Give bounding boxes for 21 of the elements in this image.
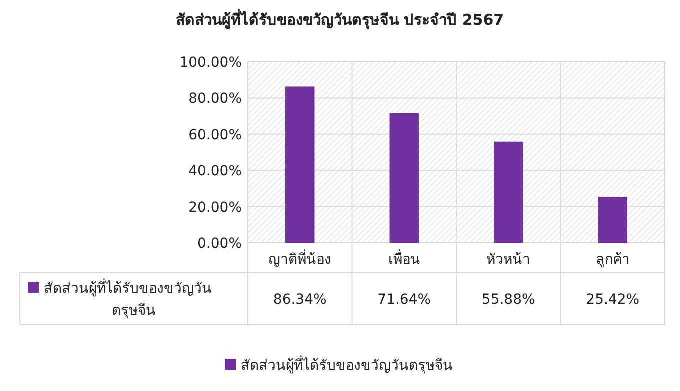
- data-label: 25.42%: [586, 292, 640, 308]
- x-tick-label: ลูกค้า: [596, 252, 630, 268]
- bar: [390, 113, 419, 243]
- y-tick-label: 0.00%: [198, 236, 242, 252]
- y-tick-label: 100.00%: [180, 55, 242, 71]
- bar: [494, 142, 524, 243]
- y-tick-label: 40.00%: [188, 164, 242, 180]
- y-tick-label: 20.00%: [188, 200, 242, 216]
- x-tick-label: หัวหน้า: [486, 252, 531, 268]
- chart-title: สัดส่วนผู้ที่ได้รับของขวัญวันตรุษจีน ประจำปี 2567: [176, 9, 504, 30]
- x-tick-label: ญาติพี่น้อง: [268, 250, 332, 268]
- data-label: 86.34%: [273, 292, 327, 308]
- legend-label: สัดส่วนผู้ที่ได้รับของขวัญวันตรุษจีน: [44, 279, 212, 319]
- bar: [286, 86, 315, 243]
- bar: [598, 196, 628, 243]
- y-tick-label: 60.00%: [188, 127, 242, 144]
- legend: สัดส่วนผู้ที่ได้รับของขวัญวันตรุษจีน: [225, 358, 453, 374]
- y-tick-label: 80.00%: [188, 91, 242, 108]
- data-label: 71.64%: [378, 292, 432, 308]
- data-label: 55.88%: [482, 292, 536, 308]
- x-tick-label: เพื่อน: [388, 250, 420, 268]
